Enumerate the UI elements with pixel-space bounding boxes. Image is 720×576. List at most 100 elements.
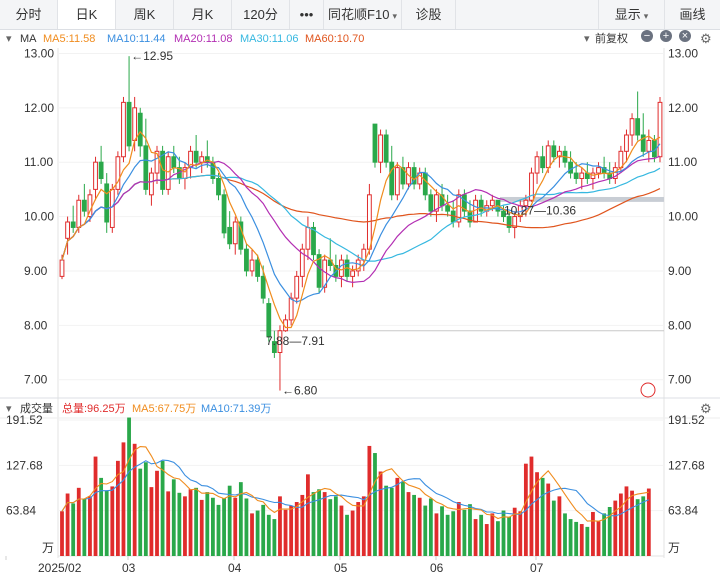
- volume-bar: [155, 470, 159, 556]
- support-range-annotation: 10.27—10.36: [504, 204, 576, 218]
- volume-bar: [501, 510, 506, 556]
- volume-bar: [266, 514, 271, 556]
- candle-body: [372, 123, 378, 163]
- volume-bar: [132, 443, 137, 556]
- adjust-caret-icon[interactable]: ▾: [584, 33, 590, 45]
- candle-body: [126, 101, 132, 147]
- volume-bar: [507, 516, 512, 556]
- volume-bar: [445, 514, 450, 556]
- volume-bar: [283, 509, 288, 556]
- volume-bar: [194, 487, 199, 556]
- ma10-line: [61, 143, 661, 303]
- display-dropdown-icon: ▾: [643, 11, 649, 21]
- volume-bar: [278, 496, 282, 556]
- period-tab-bar: 分时 日K 周K 月K 120分 ••• 同花顺F10 ▾ 诊股 显示 ▾ 画线: [0, 0, 720, 30]
- volume-bar: [406, 492, 411, 556]
- settings-gear-icon[interactable]: ⚙: [700, 31, 712, 46]
- adjust-mode-select[interactable]: 前复权: [595, 33, 628, 45]
- candle-body: [232, 221, 238, 245]
- candle-body: [411, 167, 417, 185]
- volume-bar: [233, 497, 238, 556]
- tab-3[interactable]: 月K: [174, 0, 232, 29]
- price-tick-right: 10.00: [668, 210, 698, 224]
- zoom-out-icon[interactable]: −: [641, 30, 653, 42]
- tab-2[interactable]: 周K: [116, 0, 174, 29]
- price-tick-right: 13.00: [668, 46, 698, 60]
- candle-body: [249, 259, 255, 272]
- collapse-price-icon[interactable]: ▾: [6, 33, 12, 45]
- volume-bar: [384, 485, 389, 556]
- candle-body: [478, 199, 484, 212]
- tab-5[interactable]: •••: [290, 0, 324, 29]
- candle-body: [244, 248, 249, 272]
- volume-bar: [401, 481, 405, 556]
- volume-bar: [183, 496, 187, 556]
- volume-bar: [641, 496, 646, 556]
- candle-body: [70, 221, 76, 228]
- candle-body: [422, 172, 428, 196]
- volume-bar: [512, 507, 517, 556]
- collapse-volume-icon[interactable]: ▾: [6, 403, 12, 415]
- price-tick-left: 7.00: [24, 373, 48, 387]
- volume-bar: [339, 505, 344, 556]
- candle-body: [165, 156, 171, 190]
- volume-bar: [546, 483, 551, 556]
- candle-body: [434, 194, 439, 212]
- candle-body: [445, 205, 451, 212]
- tab-1[interactable]: 日K: [58, 0, 116, 29]
- volume-bar: [574, 521, 579, 556]
- volume-bar: [127, 417, 131, 556]
- right-tab-0[interactable]: 显示 ▾: [598, 0, 664, 29]
- tab-7[interactable]: 诊股: [402, 0, 456, 29]
- volume-bar: [205, 492, 210, 556]
- volume-settings-icon[interactable]: ⚙: [700, 401, 712, 416]
- candle-body: [76, 199, 82, 228]
- volume-bar: [71, 503, 76, 556]
- volume-bar: [579, 524, 584, 556]
- volume-ma5-line: [61, 446, 649, 522]
- candle-body: [540, 156, 546, 169]
- candle-body: [81, 199, 87, 212]
- volume-bar: [350, 510, 355, 556]
- volume-tick-left: 191.52: [6, 413, 43, 427]
- volume-bar: [328, 499, 333, 556]
- candle-body: [199, 156, 205, 163]
- candle-body: [624, 134, 629, 152]
- tab-0[interactable]: 分时: [0, 0, 58, 29]
- candle-body: [350, 270, 356, 277]
- candle-body: [378, 134, 383, 163]
- volume-bar: [395, 477, 400, 556]
- volume-bar: [222, 498, 226, 556]
- right-tab-1[interactable]: 画线: [664, 0, 720, 29]
- volume-bar: [602, 513, 607, 556]
- candle-body: [104, 183, 110, 223]
- volume-bar: [104, 490, 109, 556]
- volume-legend: ▾ 成交量 总量:96.25万 MA5:67.75万 MA10:71.39万 ⚙: [0, 400, 720, 418]
- close-panel-icon[interactable]: ×: [679, 30, 691, 42]
- candle-body: [400, 167, 406, 185]
- tab-4[interactable]: 120分: [232, 0, 290, 29]
- x-axis-label: 06: [430, 561, 444, 575]
- volume-label: 成交量: [20, 403, 53, 415]
- candle-body: [137, 112, 143, 147]
- candle-body: [271, 341, 277, 353]
- volume-bar: [306, 474, 310, 556]
- volume-bar: [635, 499, 640, 556]
- zoom-in-icon[interactable]: +: [660, 30, 672, 42]
- candle-body: [316, 254, 322, 288]
- volume-bar: [149, 487, 154, 556]
- tab-6[interactable]: 同花顺F10 ▾: [324, 0, 402, 29]
- ma5-line: [61, 130, 661, 329]
- price-tick-left: 13.00: [24, 46, 54, 60]
- volume-bar: [389, 487, 394, 556]
- volume-bar: [456, 502, 461, 556]
- candle-body: [109, 188, 115, 228]
- volume-bar: [255, 510, 260, 556]
- candle-body: [383, 134, 389, 163]
- price-tick-left: 9.00: [24, 264, 48, 278]
- volume-tick-right: 191.52: [668, 413, 705, 427]
- volume-bar: [261, 504, 266, 556]
- low-annotation: ←6.80: [282, 384, 318, 398]
- candle-body: [132, 107, 138, 141]
